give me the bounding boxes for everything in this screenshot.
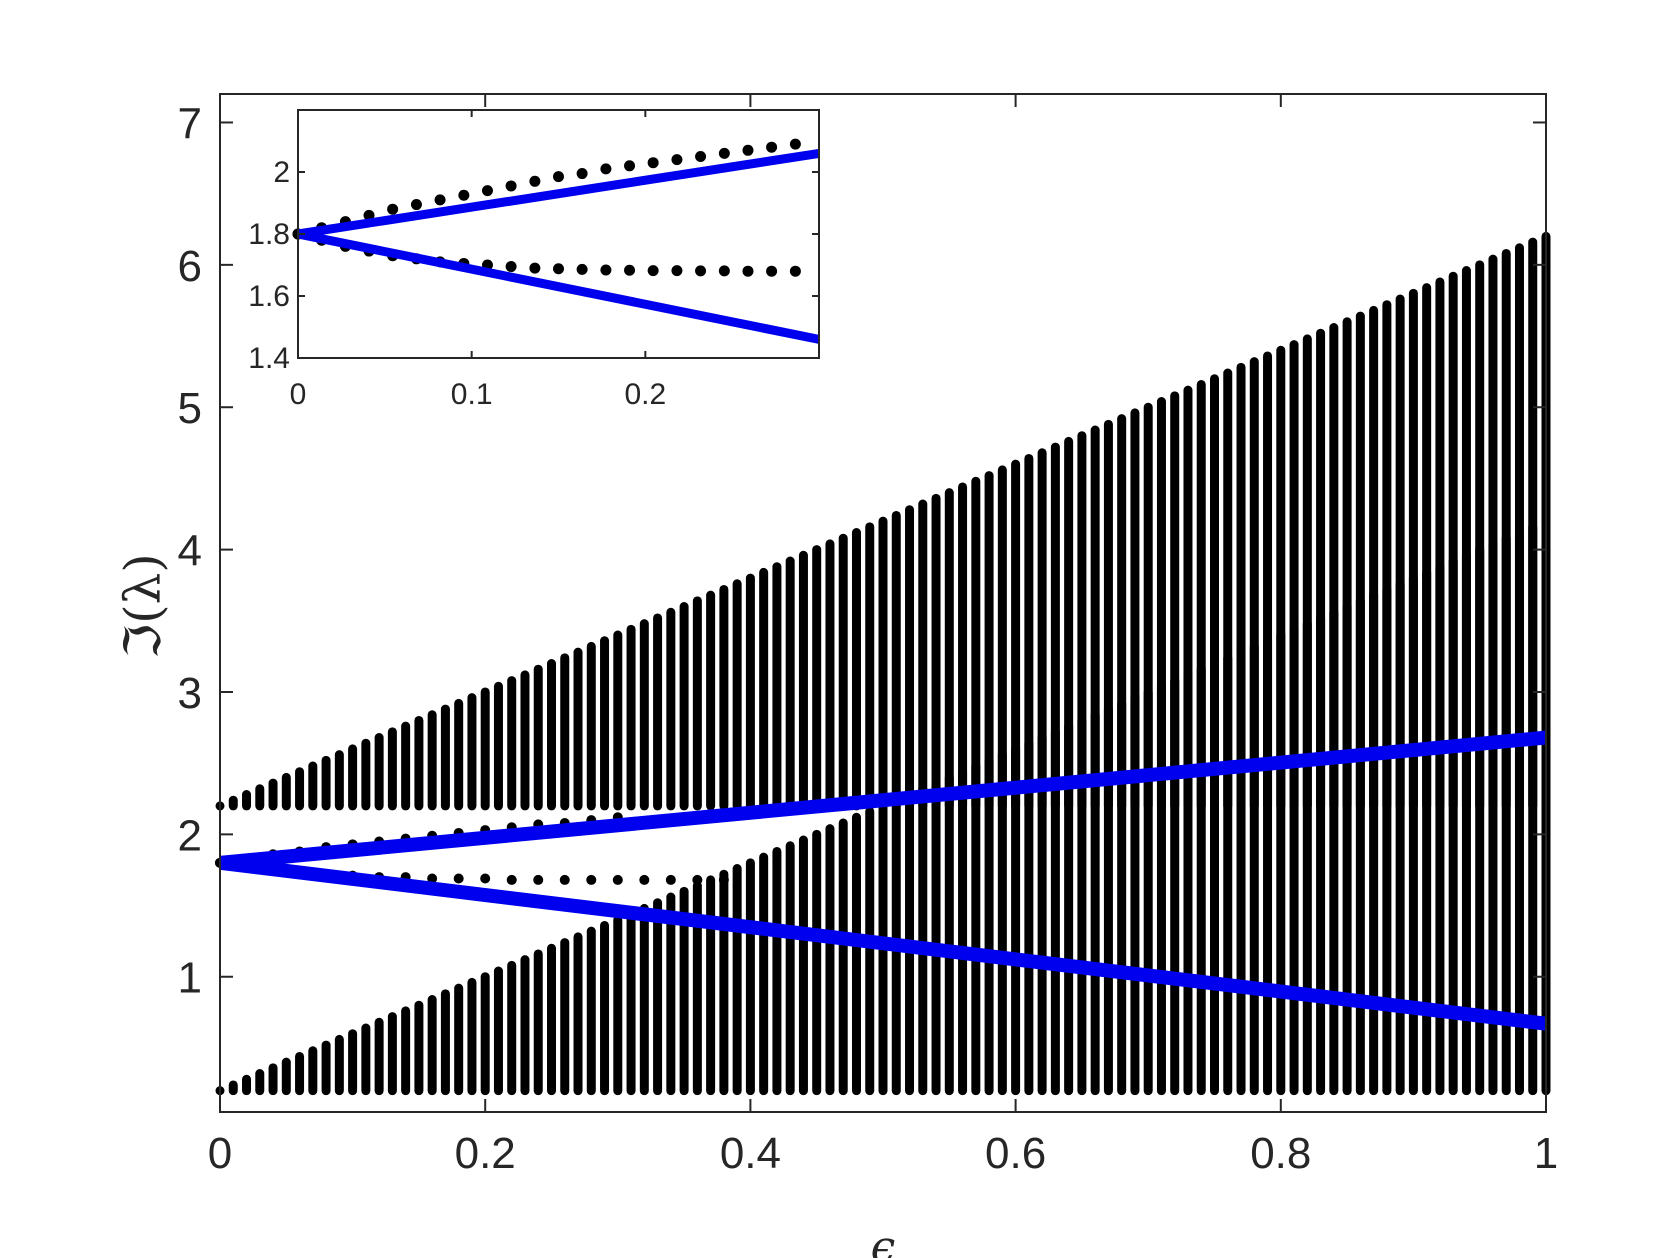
inset-y-tick-label: 1.6 (248, 280, 290, 313)
eigenvalue-dot (586, 874, 597, 885)
y-tick-label: 5 (178, 384, 202, 433)
inset-y-ticks: 1.4 1.6 1.8 2 (248, 156, 819, 375)
inset-eigenvalue-dot (695, 265, 707, 277)
inset-eigenvalue-dot (718, 147, 730, 159)
inset-eigenvalue-dot (600, 264, 612, 276)
y-tick-label: 4 (178, 527, 202, 576)
main-y-ticks: 1 2 3 4 5 6 7 (178, 99, 1546, 1003)
inset-eigenvalue-dot (766, 265, 778, 277)
inset-x-tick-label: 0.1 (451, 378, 493, 411)
y-tick-label: 7 (178, 99, 202, 148)
inset-eigenvalue-dot (671, 154, 683, 166)
inset-eigenvalue-dot (481, 185, 493, 197)
asymptotic-line (219, 730, 1547, 870)
x-tick-label: 1 (1534, 1129, 1558, 1178)
inset-eigenvalue-dot (624, 264, 636, 276)
inset-eigenvalue-dot (529, 175, 541, 187)
inset-y-tick-label: 1.4 (248, 342, 290, 375)
inset-eigenvalue-dot (742, 144, 754, 156)
eigenvalue-dot (427, 873, 438, 884)
inset-asymptotic-line (297, 229, 820, 344)
y-tick-label: 3 (178, 669, 202, 718)
inset-eigenvalue-dot (387, 203, 399, 215)
eigenvalue-dot (453, 873, 464, 884)
inset-eigenvalue-dot (505, 180, 517, 192)
main-x-ticks: 0 0.2 0.4 0.6 0.8 1 (208, 94, 1558, 1178)
main-axes-frame (219, 93, 1547, 1113)
inset-asymptotic-line (297, 148, 820, 239)
eigenvalue-dot (718, 874, 729, 885)
inset-x-tick-label: 0.2 (624, 378, 666, 411)
eigenvalue-dot (612, 874, 623, 885)
y-tick-label: 1 (178, 954, 202, 1003)
asymptotic-lines (219, 730, 1547, 1031)
inset-eigenvalue-dot (742, 265, 754, 277)
inset-eigenvalue-dot (647, 265, 659, 277)
inset-eigenvalue-dot (458, 189, 470, 201)
inset-eigenvalue-dot (695, 151, 707, 162)
eigenvalue-dot (480, 873, 491, 884)
eigenvalue-dot (506, 874, 517, 885)
inset-y-tick-label: 1.8 (248, 218, 290, 251)
inset-eigenvalue-dot (647, 157, 659, 169)
asymptotic-line (219, 855, 1547, 1031)
inset-eigenvalue-dot (529, 262, 541, 274)
x-tick-label: 0.4 (720, 1129, 781, 1178)
inset-eigenvalue-dot (576, 263, 588, 275)
x-tick-label: 0.6 (985, 1129, 1046, 1178)
inset-asymptotic-lines (297, 148, 820, 344)
y-tick-label: 6 (178, 242, 202, 291)
inset-eigenvalue-dot (789, 138, 801, 150)
inset-eigenvalue-dot (434, 194, 446, 206)
inset-eigenvalue-dot (624, 160, 636, 172)
inset-eigenvalue-dot (505, 261, 517, 273)
inset-eigenvalue-dot (766, 141, 778, 153)
eigenvalue-dot (665, 874, 676, 885)
inset-eigenvalue-dot (671, 265, 683, 277)
x-tick-label: 0.8 (1250, 1129, 1311, 1178)
eigenvalue-dot (639, 874, 650, 885)
inset-eigenvalue-dot (718, 265, 730, 277)
y-tick-label: 2 (178, 811, 202, 860)
inset-axes: 0 0.1 0.2 1.4 1.6 1.8 2 (248, 109, 820, 411)
inset-eigenvalue-dot (789, 265, 801, 277)
eigenvalue-dot (533, 874, 544, 885)
main-axes: 0 0.2 0.4 0.6 0.8 1 1 2 3 4 5 6 7 ϵ ℑ(λ) (114, 93, 1558, 1258)
inset-x-ticks: 0 0.1 0.2 (290, 110, 666, 411)
x-tick-label: 0.2 (455, 1129, 516, 1178)
eigenvalue-dot (692, 874, 703, 885)
y-axis-label: ℑ(λ) (114, 553, 172, 659)
inset-eigenvalue-dot (553, 171, 564, 183)
x-axis-label: ϵ (871, 1222, 896, 1258)
eigenvalue-dot (559, 874, 570, 885)
inset-eigenvalue-dot (600, 163, 612, 175)
inset-eigenvalue-dot (576, 168, 588, 180)
x-tick-label: 0 (208, 1129, 232, 1178)
inset-y-tick-label: 2 (273, 156, 290, 189)
inset-eigenvalue-dot (410, 199, 422, 211)
inset-x-tick-label: 0 (290, 378, 307, 411)
inset-background (298, 110, 819, 358)
inset-eigenvalue-dot (553, 263, 564, 275)
